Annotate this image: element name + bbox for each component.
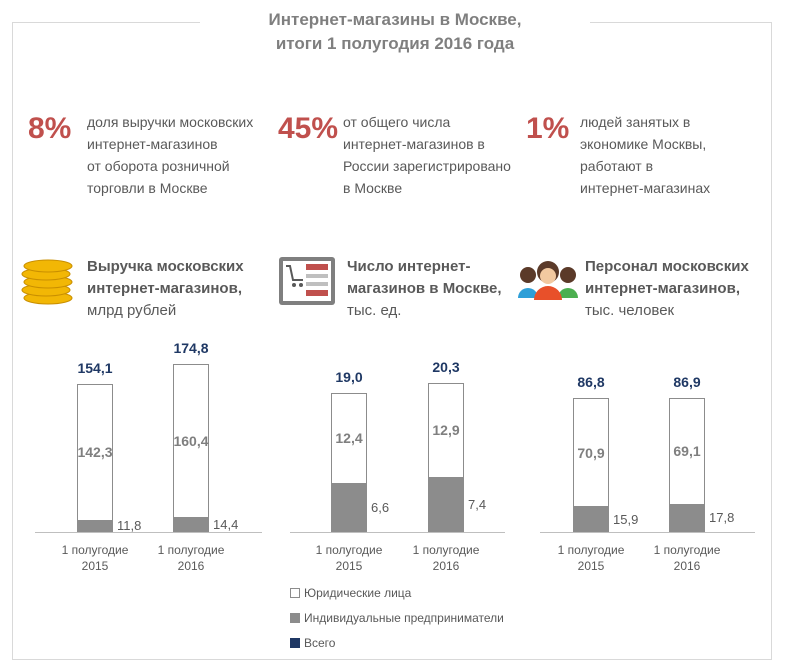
bar-segment <box>428 383 464 478</box>
chart-subtitle: тыс. ед. <box>347 302 402 319</box>
bar-segment <box>428 477 464 532</box>
total-label: 86,8 <box>577 374 605 391</box>
segment-label: 12,9 <box>432 422 460 439</box>
total-mark <box>173 364 209 365</box>
segment-label: 69,1 <box>673 443 701 460</box>
segment-label: 7,4 <box>468 496 487 512</box>
stat-value: 45% <box>278 112 339 145</box>
legend-item: Юридические лица <box>290 586 411 600</box>
total-mark <box>428 383 464 384</box>
stat-line: экономике Москвы, <box>580 136 707 152</box>
segment-label: 160,4 <box>173 433 209 450</box>
total-mark <box>669 398 705 399</box>
stat-line: интернет-магазинов в <box>343 136 485 152</box>
bar-segment <box>331 392 367 484</box>
stat-line: интернет-магазинах <box>580 180 711 196</box>
coins-icon <box>21 259 73 305</box>
stat-line: доля выручки московских <box>87 114 254 130</box>
total-label: 174,8 <box>173 340 209 356</box>
segment-label: 14,4 <box>213 517 239 533</box>
bar-segment <box>173 364 209 519</box>
total-label: 19,0 <box>335 368 363 385</box>
bar-segment <box>331 483 367 532</box>
baseline <box>35 532 262 533</box>
shop-icon <box>279 257 335 305</box>
total-label: 86,9 <box>673 374 701 390</box>
baseline <box>540 532 755 533</box>
segment-label: 142,3 <box>77 444 113 461</box>
stat-value: 1% <box>526 112 570 145</box>
bar-segment <box>669 504 705 532</box>
stat-line: интернет-магазинов <box>87 136 218 152</box>
baseline <box>290 532 505 533</box>
category-label: 1 полугодие 2015 <box>315 543 383 573</box>
stat-line: от оборота розничной <box>87 158 230 174</box>
stat-line: торговли в Москве <box>87 180 208 196</box>
chart-title: Выручка московских интернет-магазинов, м… <box>87 256 262 322</box>
legend-item: Всего <box>290 636 335 650</box>
bar-segment <box>77 520 113 532</box>
segment-label: 15,9 <box>613 511 639 527</box>
category-label: 1 полугодие 2015 <box>61 543 129 573</box>
segment-label: 17,8 <box>709 510 735 526</box>
legend-item: Индивидуальные предприниматели <box>290 611 504 625</box>
category-label: 1 полугодие 2015 <box>557 543 625 573</box>
title-line: Интернет-магазины в Москве, <box>268 10 522 29</box>
total-mark <box>331 392 367 394</box>
chart-subtitle: млрд рублей <box>87 302 177 319</box>
people-icon <box>518 261 578 300</box>
bar-segment <box>573 398 609 508</box>
stat-line: России зарегистрировано <box>343 158 511 174</box>
stat-line: людей занятых в <box>580 114 691 130</box>
bar-segment <box>573 507 609 532</box>
bar-segment <box>173 518 209 532</box>
legend-swatch <box>290 638 300 648</box>
stat-value: 8% <box>28 112 72 145</box>
category-label: 1 полугодие 2016 <box>653 543 721 573</box>
legend-label: Всего <box>304 636 336 650</box>
total-mark <box>77 383 113 385</box>
segment-label: 12,4 <box>335 430 363 447</box>
stat-text: от общего числа интернет-магазинов в Росси… <box>343 111 511 199</box>
title: Интернет-магазины в Москве, итоги 1 полуг… <box>200 8 590 56</box>
stat-text: людей занятых в экономике Москвы, работают… <box>580 111 710 199</box>
total-label: 20,3 <box>432 359 460 375</box>
chart-title-text: Число интернет-магазинов в Москве, <box>347 258 502 297</box>
chart-title-text: Выручка московских интернет-магазинов, <box>87 258 244 297</box>
bar-segment <box>669 398 705 505</box>
stat-line: работают в <box>580 158 654 174</box>
chart-title: Число интернет-магазинов в Москве, тыс. … <box>347 256 522 322</box>
segment-label: 6,6 <box>371 499 390 515</box>
legend-label: Юридические лица <box>304 586 412 600</box>
total-mark <box>573 398 609 400</box>
segment-label: 70,9 <box>577 444 605 461</box>
chart-title: Персонал московских интернет-магазинов, … <box>585 256 760 322</box>
stat-text: доля выручки московских интернет-магазино… <box>87 111 253 199</box>
category-label: 1 полугодие 2016 <box>412 543 480 573</box>
title-line: итоги 1 полугодия 2016 года <box>275 34 515 53</box>
chart-subtitle: тыс. человек <box>585 302 675 319</box>
total-label: 154,1 <box>77 359 113 376</box>
stat-line: в Москве <box>343 180 403 196</box>
chart-title-text: Персонал московских интернет-магазинов, <box>585 258 749 297</box>
category-label: 1 полугодие 2016 <box>157 543 225 573</box>
legend-label: Индивидуальные предприниматели <box>304 611 504 625</box>
bar-segment <box>77 383 113 521</box>
legend-swatch <box>290 588 300 598</box>
stat-line: от общего числа <box>343 114 451 130</box>
legend-swatch <box>290 613 300 623</box>
segment-label: 11,8 <box>117 518 142 534</box>
